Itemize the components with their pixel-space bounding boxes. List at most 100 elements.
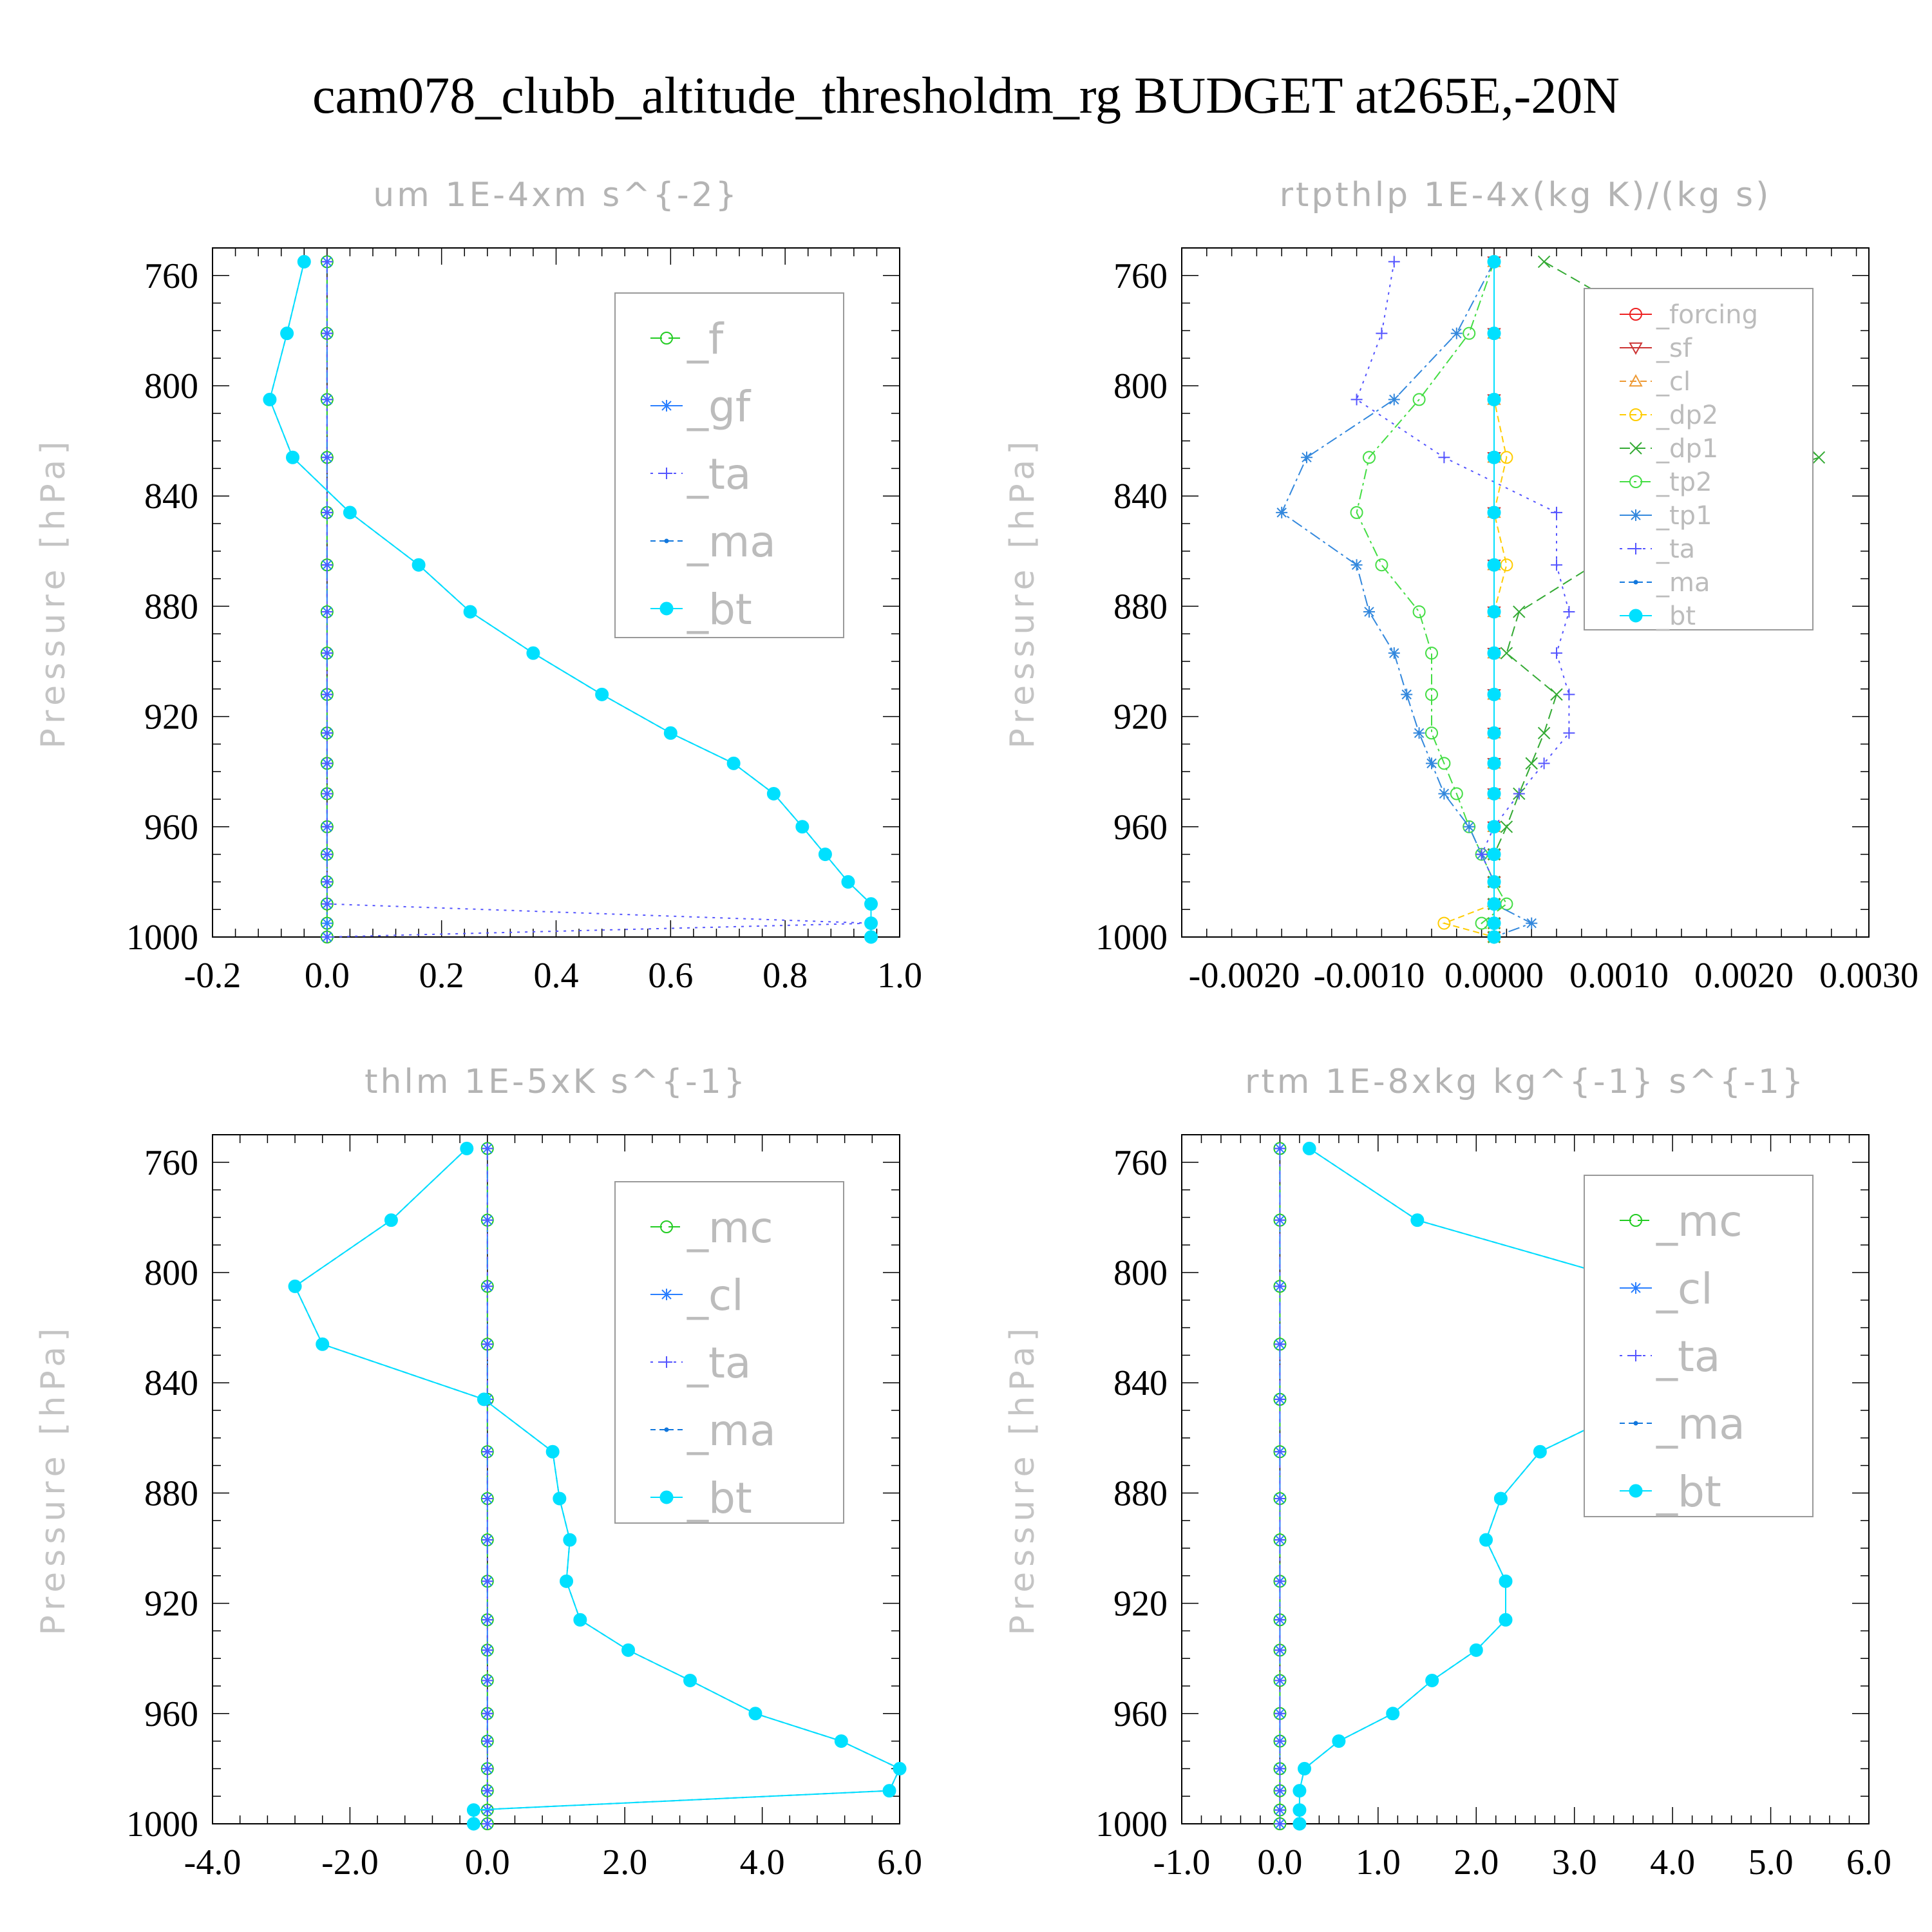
data-point xyxy=(1425,1673,1439,1687)
legend-marker xyxy=(664,538,669,544)
x-tick-label: 0.4 xyxy=(534,956,579,996)
series-line xyxy=(1442,261,1508,938)
data-point xyxy=(1425,647,1438,660)
data-point xyxy=(1475,848,1488,860)
data-point xyxy=(321,788,333,800)
panel-2: rtpthlp 1E-4x(kg K)/(kg s) Pressure [hPa]… xyxy=(1003,176,1918,996)
data-point xyxy=(553,1492,567,1506)
y-tick-label: 880 xyxy=(1113,587,1168,627)
data-point xyxy=(285,450,299,464)
x-tick-label: -1.0 xyxy=(1153,1842,1211,1882)
data-point xyxy=(1487,786,1501,800)
data-point xyxy=(1533,1444,1547,1459)
data-point xyxy=(1550,688,1563,701)
data-point xyxy=(1293,1803,1307,1817)
panel-title: rtpthlp 1E-4x(kg K)/(kg s) xyxy=(1280,176,1772,214)
data-point xyxy=(1412,605,1426,618)
data-point xyxy=(1487,327,1501,341)
data-point xyxy=(1332,1734,1346,1748)
legend-marker xyxy=(660,1220,673,1233)
data-point xyxy=(1537,255,1551,269)
data-point xyxy=(1479,1533,1493,1547)
legend-marker xyxy=(1629,374,1643,387)
legend-label: _dp1 xyxy=(1656,434,1718,464)
y-tick-label: 920 xyxy=(144,1584,198,1624)
legend-marker xyxy=(1629,442,1642,455)
data-point xyxy=(321,917,333,929)
panel-title: rtm 1E-8xkg kg^{-1} s^{-1} xyxy=(1245,1063,1806,1101)
x-tick-label: 6.0 xyxy=(877,1842,922,1882)
data-point xyxy=(1463,327,1476,340)
x-tick-label: 6.0 xyxy=(1846,1842,1891,1882)
data-point xyxy=(1487,916,1501,931)
x-tick-label: -0.0010 xyxy=(1314,956,1425,996)
x-tick-label: 5.0 xyxy=(1748,1842,1794,1882)
data-point xyxy=(663,726,677,740)
data-point xyxy=(1274,1446,1286,1458)
data-point xyxy=(726,756,741,770)
legend-label: _cl xyxy=(1656,1264,1713,1314)
series-line xyxy=(326,261,871,938)
data-point xyxy=(1487,254,1501,269)
data-point xyxy=(1487,506,1501,520)
legend-box xyxy=(1584,1175,1814,1517)
series-cl xyxy=(1274,1142,1286,1830)
data-point xyxy=(1463,820,1475,833)
data-point xyxy=(1450,787,1463,800)
data-point xyxy=(545,1444,560,1459)
legend-label: _ta xyxy=(687,1338,751,1388)
data-point xyxy=(321,848,333,860)
legend-marker xyxy=(1630,1350,1642,1361)
legend-marker xyxy=(1633,580,1638,585)
data-point xyxy=(864,897,878,911)
data-point xyxy=(573,1613,587,1627)
data-point xyxy=(1469,1643,1483,1657)
data-point xyxy=(683,1673,697,1687)
data-point xyxy=(1438,451,1450,464)
legend: _mc _cl _ta _ma _bt xyxy=(1584,1175,1814,1517)
data-point xyxy=(1513,605,1526,618)
y-tick-label: 760 xyxy=(1113,1143,1168,1183)
legend-label: _ta xyxy=(687,450,751,499)
data-point xyxy=(481,1534,493,1546)
y-tick-label: 960 xyxy=(144,808,198,848)
series-bt xyxy=(1487,254,1501,944)
data-point xyxy=(1350,393,1363,406)
data-point xyxy=(1426,757,1437,770)
data-point xyxy=(1500,897,1513,911)
legend-marker xyxy=(664,1427,669,1432)
legend-marker xyxy=(1629,1484,1643,1498)
y-tick-label: 960 xyxy=(144,1694,198,1734)
data-point xyxy=(1274,1534,1286,1546)
y-tick-label: 880 xyxy=(1113,1473,1168,1513)
y-tick-label: 880 xyxy=(144,587,198,627)
data-point xyxy=(1298,1761,1312,1776)
y-tick-label: 1000 xyxy=(126,918,198,958)
data-point xyxy=(321,451,333,464)
y-tick-label: 960 xyxy=(1113,1694,1168,1734)
data-point xyxy=(481,1575,493,1587)
data-point xyxy=(1274,1214,1286,1226)
data-point xyxy=(621,1643,636,1657)
series-cl xyxy=(481,1142,493,1830)
data-point xyxy=(1487,756,1501,770)
data-point xyxy=(1350,559,1363,571)
legend-box xyxy=(1584,288,1814,630)
data-point xyxy=(321,688,333,701)
x-tick-label: 0.0 xyxy=(1257,1842,1302,1882)
data-point xyxy=(1376,327,1388,339)
legend-marker xyxy=(661,400,672,412)
legend-marker xyxy=(1630,1282,1642,1294)
panel-1: um 1E-4xm s^{-2} Pressure [hPa] 760 800 840 8… xyxy=(34,176,922,996)
series-tp1 xyxy=(1276,256,1538,943)
legend-label: _gf xyxy=(687,382,752,431)
data-point xyxy=(1388,393,1400,406)
data-point xyxy=(1438,788,1450,800)
legend-marker xyxy=(1629,1214,1642,1227)
data-point xyxy=(321,727,333,739)
legend-label: _ma xyxy=(687,1406,776,1455)
data-point xyxy=(1363,605,1375,618)
data-point xyxy=(1551,506,1562,518)
data-point xyxy=(1274,1393,1286,1405)
data-point xyxy=(526,646,540,660)
